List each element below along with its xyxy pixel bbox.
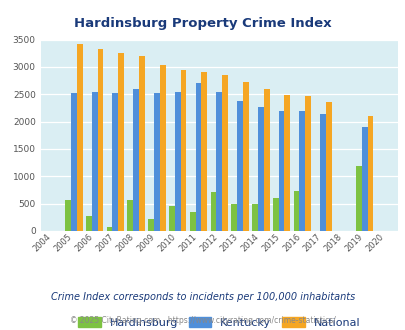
Bar: [367, 115, 373, 231]
Bar: [112, 93, 118, 231]
Bar: [293, 191, 298, 231]
Bar: [305, 96, 310, 231]
Bar: [92, 91, 97, 231]
Bar: [210, 192, 216, 231]
Bar: [86, 216, 92, 231]
Bar: [222, 75, 227, 231]
Bar: [237, 101, 242, 231]
Bar: [118, 53, 124, 231]
Bar: [127, 200, 133, 231]
Bar: [320, 114, 325, 231]
Bar: [71, 93, 77, 231]
Bar: [278, 111, 284, 231]
Bar: [272, 198, 278, 231]
Bar: [160, 65, 165, 231]
Bar: [153, 93, 160, 231]
Bar: [325, 102, 331, 231]
Bar: [216, 91, 222, 231]
Bar: [263, 89, 269, 231]
Bar: [175, 91, 180, 231]
Bar: [97, 49, 103, 231]
Bar: [252, 204, 257, 231]
Bar: [284, 95, 290, 231]
Bar: [298, 111, 305, 231]
Bar: [133, 89, 139, 231]
Bar: [361, 127, 367, 231]
Bar: [77, 44, 82, 231]
Text: Crime Index corresponds to incidents per 100,000 inhabitants: Crime Index corresponds to incidents per…: [51, 292, 354, 302]
Bar: [242, 82, 248, 231]
Bar: [201, 72, 207, 231]
Bar: [139, 56, 145, 231]
Text: © 2025 CityRating.com - https://www.cityrating.com/crime-statistics/: © 2025 CityRating.com - https://www.city…: [70, 315, 335, 325]
Bar: [257, 107, 263, 231]
Text: Hardinsburg Property Crime Index: Hardinsburg Property Crime Index: [74, 16, 331, 29]
Bar: [148, 219, 153, 231]
Bar: [195, 83, 201, 231]
Bar: [180, 70, 186, 231]
Legend: Hardinsburg, Kentucky, National: Hardinsburg, Kentucky, National: [78, 317, 359, 328]
Bar: [231, 204, 237, 231]
Bar: [355, 166, 361, 231]
Bar: [107, 227, 112, 231]
Bar: [168, 206, 175, 231]
Bar: [65, 200, 71, 231]
Bar: [189, 212, 195, 231]
